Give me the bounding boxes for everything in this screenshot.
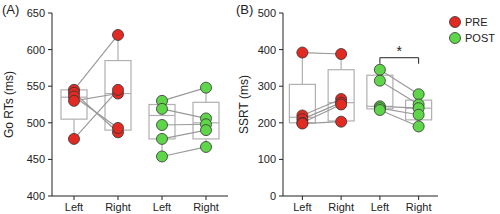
data-point <box>336 99 347 110</box>
y-tick-label: 0 <box>270 190 276 202</box>
y-tick-label: 400 <box>27 190 45 202</box>
data-point <box>297 118 308 129</box>
data-point <box>297 47 308 58</box>
data-point <box>201 141 212 152</box>
pair-line <box>162 124 206 126</box>
pair-line <box>162 147 206 157</box>
panel: (A) Go RTs (ms) 400 450 500 550 600 650 Left Righ… <box>2 2 228 213</box>
data-point <box>69 95 80 106</box>
x-tick-label: Right <box>406 201 432 213</box>
pair-line <box>162 130 206 139</box>
data-point <box>157 119 168 130</box>
y-tick-label: 650 <box>27 7 45 19</box>
box <box>406 100 432 120</box>
plot-area <box>61 29 219 162</box>
data-point <box>336 116 347 127</box>
y-tick <box>279 122 283 123</box>
x-tick-label: Right <box>105 201 131 213</box>
legend-marker <box>450 17 461 28</box>
y-tick-label: 500 <box>27 117 45 129</box>
x-axis <box>283 196 438 197</box>
legend-marker <box>450 33 461 44</box>
y-tick <box>48 13 52 14</box>
data-point <box>374 64 385 75</box>
data-point <box>113 84 124 95</box>
pair-line <box>74 35 118 90</box>
data-point <box>336 48 347 59</box>
x-tick <box>74 196 75 200</box>
pair-line <box>74 93 118 133</box>
data-point <box>157 133 168 144</box>
data-point <box>413 121 424 132</box>
y-tick <box>279 159 283 160</box>
x-tick <box>341 196 342 200</box>
x-axis <box>52 196 228 197</box>
x-tick <box>206 196 207 200</box>
y-tick <box>48 122 52 123</box>
data-point <box>201 125 212 136</box>
legend-label: PRE <box>465 16 488 28</box>
x-tick <box>302 196 303 200</box>
y-tick <box>48 159 52 160</box>
x-tick <box>162 196 163 200</box>
y-tick <box>48 86 52 87</box>
x-tick-label: Right <box>328 201 354 213</box>
pair-line <box>380 70 419 95</box>
data-point <box>413 89 424 100</box>
data-point <box>69 133 80 144</box>
y-tick-label: 400 <box>258 44 276 56</box>
x-tick-label: Left <box>153 201 171 213</box>
y-axis <box>52 13 53 196</box>
panel: (B) SSRT (ms) 0 100 200 300 400 500 Left Right Lef… <box>236 2 495 213</box>
legend-label: POST <box>465 32 495 44</box>
data-point <box>413 109 424 120</box>
y-tick-label: 500 <box>258 7 276 19</box>
y-axis-label: SSRT (ms) <box>237 75 251 134</box>
x-tick-label: Left <box>371 201 389 213</box>
x-tick <box>118 196 119 200</box>
data-point <box>157 103 168 114</box>
pair-line <box>74 96 118 127</box>
y-tick-label: 300 <box>258 80 276 92</box>
data-point <box>113 122 124 133</box>
y-tick <box>279 13 283 14</box>
y-tick-label: 100 <box>258 153 276 165</box>
box <box>328 70 354 121</box>
y-tick <box>279 86 283 87</box>
pair-line <box>380 110 419 126</box>
data-point <box>374 75 385 86</box>
data-point <box>374 104 385 115</box>
panel-title: (B) <box>236 2 253 17</box>
x-tick-label: Left <box>65 201 83 213</box>
data-point <box>157 151 168 162</box>
box <box>193 102 219 139</box>
y-tick <box>279 196 283 197</box>
x-tick-label: Right <box>193 201 219 213</box>
pair-line <box>74 90 118 139</box>
data-point <box>201 82 212 93</box>
y-tick-label: 550 <box>27 80 45 92</box>
panel-title: (A) <box>2 2 19 17</box>
box <box>61 90 87 119</box>
plot-area <box>289 47 431 132</box>
significance-label: * <box>397 43 403 59</box>
y-axis <box>283 13 284 196</box>
x-tick <box>379 196 380 200</box>
y-axis-label: Go RTs (ms) <box>2 71 16 138</box>
y-tick <box>48 49 52 50</box>
x-tick-label: Left <box>293 201 311 213</box>
figure: (A) Go RTs (ms) 400 450 500 550 600 650 Left Righ… <box>0 0 500 214</box>
y-tick-label: 450 <box>27 153 45 165</box>
y-tick-label: 600 <box>27 44 45 56</box>
pair-line <box>380 81 419 105</box>
median <box>149 115 175 116</box>
y-tick <box>279 49 283 50</box>
pair-line <box>162 109 206 119</box>
y-tick-label: 200 <box>258 117 276 129</box>
pair-line <box>162 88 206 101</box>
y-tick <box>48 196 52 197</box>
data-point <box>297 117 308 128</box>
data-point <box>113 29 124 40</box>
x-tick <box>418 196 419 200</box>
